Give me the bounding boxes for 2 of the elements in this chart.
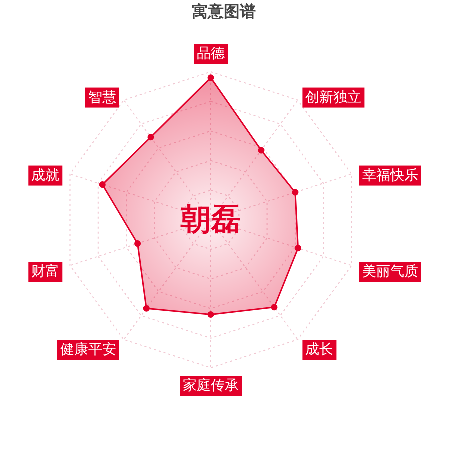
text: 朝磊 (180, 202, 241, 238)
chart-title: 寓意图谱 (192, 2, 256, 21)
